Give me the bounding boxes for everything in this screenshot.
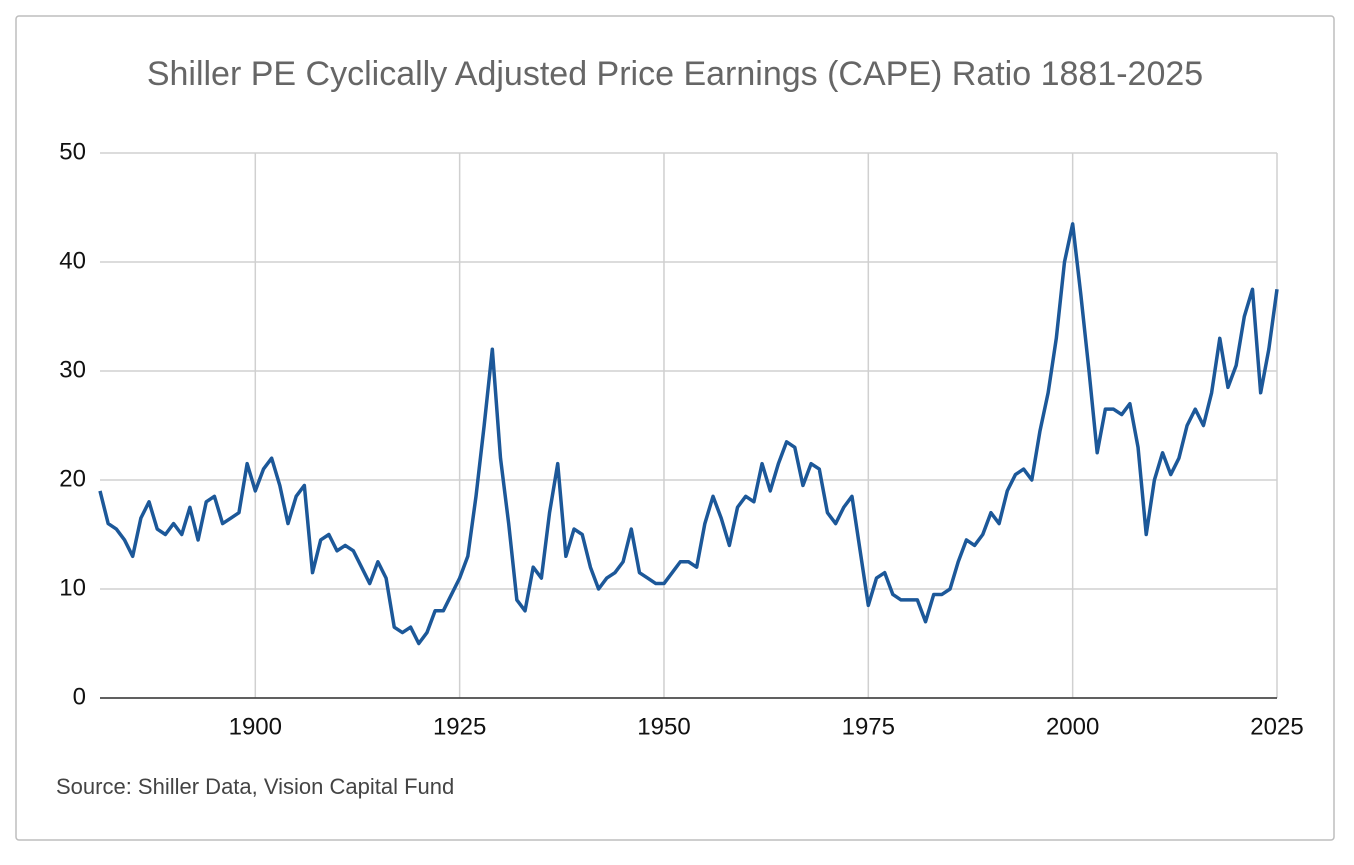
y-tick-label: 30 bbox=[59, 356, 86, 383]
y-tick-label: 0 bbox=[73, 683, 86, 710]
y-tick-label: 50 bbox=[59, 138, 86, 165]
x-tick-label: 1900 bbox=[229, 713, 282, 740]
chart-title: Shiller PE Cyclically Adjusted Price Ear… bbox=[147, 55, 1203, 93]
x-tick-label: 1925 bbox=[433, 713, 486, 740]
y-tick-label: 40 bbox=[59, 247, 86, 274]
data-line bbox=[98, 222, 1279, 646]
chart-border bbox=[15, 15, 1335, 841]
x-tick-label: 2025 bbox=[1250, 713, 1303, 740]
source-note: Source: Shiller Data, Vision Capital Fun… bbox=[56, 774, 454, 799]
x-tick-label: 1975 bbox=[842, 713, 895, 740]
x-tick-label: 1950 bbox=[637, 713, 690, 740]
y-tick-label: 20 bbox=[59, 465, 86, 492]
x-tick-label: 2000 bbox=[1046, 713, 1099, 740]
y-tick-label: 10 bbox=[59, 574, 86, 601]
